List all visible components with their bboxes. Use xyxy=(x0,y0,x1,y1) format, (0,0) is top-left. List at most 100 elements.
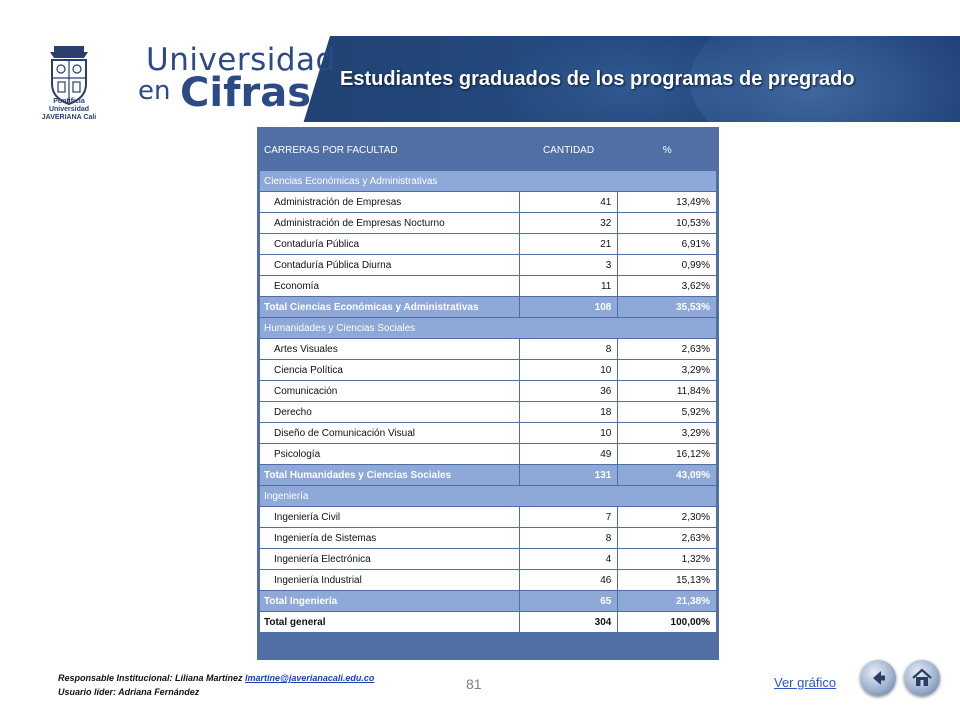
table-row: Administración de Empresas 41 13,49% xyxy=(259,191,717,213)
percent-cell: 35,53% xyxy=(617,296,717,318)
university-crest-icon xyxy=(50,46,88,106)
table-row: Contaduría Pública 21 6,91% xyxy=(259,233,717,255)
career-name: Total Humanidades y Ciencias Sociales xyxy=(259,464,520,486)
view-chart-link[interactable]: Ver gráfico xyxy=(774,675,837,690)
quantity-cell: 131 xyxy=(518,464,619,486)
percent-cell: 2,30% xyxy=(617,506,717,528)
percent-cell: 5,92% xyxy=(617,401,717,423)
career-name: Ingeniería Electrónica xyxy=(259,548,520,570)
faculty-name: Humanidades y Ciencias Sociales xyxy=(259,317,717,339)
table-row: Diseño de Comunicación Visual 10 3,29% xyxy=(259,422,717,444)
responsible-line: Responsable Institucional: Liliana Martí… xyxy=(58,671,374,685)
career-name: Comunicación xyxy=(259,380,520,402)
faculty-name: Ciencias Económicas y Administrativas xyxy=(259,170,717,192)
home-button[interactable] xyxy=(904,660,940,696)
column-header-career: CARRERAS POR FACULTAD xyxy=(259,129,520,171)
brand-line-en: en xyxy=(138,76,171,106)
career-name: Total Ingeniería xyxy=(259,590,520,612)
graduates-table-container: CARRERAS POR FACULTAD CANTIDAD % Ciencia… xyxy=(257,127,719,660)
table-row: Administración de Empresas Nocturno 32 10,… xyxy=(259,212,717,234)
career-name: Diseño de Comunicación Visual xyxy=(259,422,520,444)
career-name: Contaduría Pública Diurna xyxy=(259,254,520,276)
percent-cell: 2,63% xyxy=(617,338,717,360)
brand-line-cifras: Cifras xyxy=(180,70,311,116)
faculty-total-row: Total Ingeniería 65 21,38% xyxy=(259,590,717,612)
quantity-cell: 4 xyxy=(518,548,619,570)
graduates-table: CARRERAS POR FACULTAD CANTIDAD % Ciencia… xyxy=(259,129,717,633)
percent-cell: 2,63% xyxy=(617,527,717,549)
faculty-row: Ingeniería xyxy=(259,485,717,507)
percent-cell: 6,91% xyxy=(617,233,717,255)
table-row: Economía 11 3,62% xyxy=(259,275,717,297)
page-title: Estudiantes graduados de los programas d… xyxy=(340,68,855,90)
responsible-label: Responsable Institucional: Liliana Martí… xyxy=(58,673,243,683)
percent-cell: 43,09% xyxy=(617,464,717,486)
percent-cell: 13,49% xyxy=(617,191,717,213)
percent-cell: 3,62% xyxy=(617,275,717,297)
percent-cell: 15,13% xyxy=(617,569,717,591)
back-arrow-icon xyxy=(873,671,885,685)
quantity-cell: 304 xyxy=(518,611,619,633)
quantity-cell: 46 xyxy=(518,569,619,591)
percent-cell: 3,29% xyxy=(617,359,717,381)
career-name: Total general xyxy=(259,611,520,633)
faculty-name: Ingeniería xyxy=(259,485,717,507)
faculty-total-row: Total Humanidades y Ciencias Sociales 131… xyxy=(259,464,717,486)
banner-decoration-glow xyxy=(500,36,760,122)
table-row: Artes Visuales 8 2,63% xyxy=(259,338,717,360)
percent-cell: 16,12% xyxy=(617,443,717,465)
back-button[interactable] xyxy=(860,660,896,696)
quantity-cell: 10 xyxy=(518,422,619,444)
quantity-cell: 32 xyxy=(518,212,619,234)
percent-cell: 1,32% xyxy=(617,548,717,570)
table-row: Ciencia Política 10 3,29% xyxy=(259,359,717,381)
percent-cell: 11,84% xyxy=(617,380,717,402)
table-row: Ingeniería Industrial 46 15,13% xyxy=(259,569,717,591)
table-row: Comunicación 36 11,84% xyxy=(259,380,717,402)
quantity-cell: 8 xyxy=(518,338,619,360)
column-header-percent: % xyxy=(617,129,717,171)
quantity-cell: 18 xyxy=(518,401,619,423)
quantity-cell: 36 xyxy=(518,380,619,402)
column-header-quantity: CANTIDAD xyxy=(518,129,619,171)
table-body: Ciencias Económicas y Administrativas Adm… xyxy=(259,170,717,633)
banner-decoration xyxy=(690,36,960,122)
career-name: Ingeniería Civil xyxy=(259,506,520,528)
percent-cell: 0,99% xyxy=(617,254,717,276)
quantity-cell: 21 xyxy=(518,233,619,255)
brand-line-universidad: Universidad xyxy=(146,42,336,78)
career-name: Contaduría Pública xyxy=(259,233,520,255)
quantity-cell: 65 xyxy=(518,590,619,612)
table-row: Ingeniería de Sistemas 8 2,63% xyxy=(259,527,717,549)
faculty-row: Ciencias Económicas y Administrativas xyxy=(259,170,717,192)
faculty-row: Humanidades y Ciencias Sociales xyxy=(259,317,717,339)
page-number: 81 xyxy=(466,676,482,692)
responsible-email-link[interactable]: lmartine@javerianacali.edu.co xyxy=(245,673,375,683)
percent-cell: 21,38% xyxy=(617,590,717,612)
percent-cell: 100,00% xyxy=(617,611,717,633)
faculty-total-row: Total Ciencias Económicas y Administrati… xyxy=(259,296,717,318)
percent-cell: 3,29% xyxy=(617,422,717,444)
quantity-cell: 3 xyxy=(518,254,619,276)
career-name: Derecho xyxy=(259,401,520,423)
career-name: Administración de Empresas xyxy=(259,191,520,213)
career-name: Ingeniería de Sistemas xyxy=(259,527,520,549)
quantity-cell: 49 xyxy=(518,443,619,465)
percent-cell: 10,53% xyxy=(617,212,717,234)
quantity-cell: 108 xyxy=(518,296,619,318)
table-row: Psicología 49 16,12% xyxy=(259,443,717,465)
quantity-cell: 11 xyxy=(518,275,619,297)
table-row: Ingeniería Civil 7 2,30% xyxy=(259,506,717,528)
career-name: Ciencia Política xyxy=(259,359,520,381)
quantity-cell: 41 xyxy=(518,191,619,213)
crest-name: Pontificia Universidad JAVERIANA Cali xyxy=(41,98,97,121)
career-name: Psicología xyxy=(259,443,520,465)
career-name: Ingeniería Industrial xyxy=(259,569,520,591)
grand-total-row: Total general 304 100,00% xyxy=(259,611,717,633)
table-header-row: CARRERAS POR FACULTAD CANTIDAD % xyxy=(259,129,717,171)
table-row: Ingeniería Electrónica 4 1,32% xyxy=(259,548,717,570)
quantity-cell: 10 xyxy=(518,359,619,381)
career-name: Artes Visuales xyxy=(259,338,520,360)
career-name: Total Ciencias Económicas y Administrati… xyxy=(259,296,520,318)
quantity-cell: 7 xyxy=(518,506,619,528)
